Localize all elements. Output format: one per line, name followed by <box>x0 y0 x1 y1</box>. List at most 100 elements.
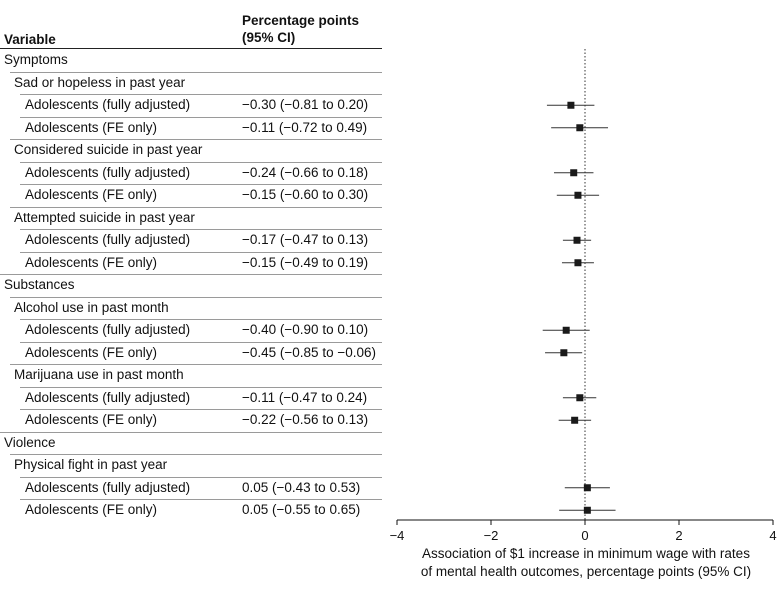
row-label: Adolescents (FE only) <box>25 502 158 517</box>
section-row: Violence <box>0 432 382 455</box>
point-marker <box>574 259 582 267</box>
x-tick-label: −2 <box>484 528 499 543</box>
row-label: Considered suicide in past year <box>14 142 203 157</box>
row-divider <box>10 454 382 455</box>
row-divider <box>20 229 382 230</box>
row-divider <box>10 139 382 140</box>
row-label: Substances <box>4 277 75 292</box>
table-row: Adolescents (fully adjusted) −0.24 (−0.66… <box>0 162 382 185</box>
table-row: Adolescents (FE only) −0.15 (−0.49 to 0.1… <box>0 252 382 275</box>
row-label: Marijuana use in past month <box>14 367 184 382</box>
x-axis-title: Association of $1 increase in minimum wa… <box>398 545 774 581</box>
row-divider <box>20 251 382 253</box>
table-row: Adolescents (FE only) −0.45 (−0.85 to −0.… <box>0 342 382 365</box>
table-row: Adolescents (fully adjusted) −0.40 (−0.90… <box>0 319 382 342</box>
x-tick-label: 4 <box>769 528 776 543</box>
row-estimate: −0.45 (−0.85 to −0.06) <box>242 344 376 360</box>
x-axis-title-line1: Association of $1 increase in minimum wa… <box>422 546 750 561</box>
row-divider <box>20 409 382 410</box>
point-marker <box>571 416 579 424</box>
point-marker <box>574 191 582 199</box>
point-marker <box>583 506 591 514</box>
column-header-estimate-line2: (95% CI) <box>242 30 296 45</box>
row-divider <box>20 386 382 388</box>
row-estimate: 0.05 (−0.55 to 0.65) <box>242 502 361 517</box>
row-estimate: 0.05 (−0.43 to 0.53) <box>242 479 361 495</box>
row-estimate: −0.22 (−0.56 to 0.13) <box>242 412 369 427</box>
row-label: Symptoms <box>4 52 68 67</box>
row-estimate: −0.30 (−0.81 to 0.20) <box>242 97 369 112</box>
row-divider <box>20 476 382 478</box>
row-divider <box>20 161 382 163</box>
outcome-row: Alcohol use in past month <box>0 297 382 320</box>
point-marker <box>576 124 584 132</box>
row-label: Adolescents (FE only) <box>25 119 158 135</box>
row-divider <box>20 116 382 118</box>
row-estimate: −0.11 (−0.47 to 0.24) <box>242 389 368 405</box>
row-estimate: −0.17 (−0.47 to 0.13) <box>242 232 369 247</box>
section-row: Substances <box>0 274 382 297</box>
row-label: Violence <box>4 434 56 450</box>
x-tick-label: −4 <box>390 528 405 543</box>
table-row: Adolescents (fully adjusted) −0.11 (−0.47… <box>0 387 382 410</box>
column-header-estimate-line1: Percentage points <box>242 13 360 28</box>
column-header-variable: Variable <box>4 32 56 47</box>
row-label: Adolescents (FE only) <box>25 344 158 360</box>
row-divider <box>0 431 382 433</box>
row-label: Adolescents (FE only) <box>25 187 158 202</box>
table-row: Adolescents (fully adjusted) −0.30 (−0.81… <box>0 94 382 117</box>
outcome-row: Sad or hopeless in past year <box>0 72 382 95</box>
row-label: Adolescents (fully adjusted) <box>25 322 191 337</box>
point-marker <box>567 101 575 109</box>
row-divider <box>20 94 382 95</box>
column-header-estimate: Percentage points (95% CI) <box>242 12 359 46</box>
row-estimate: −0.15 (−0.60 to 0.30) <box>242 187 369 202</box>
point-marker <box>570 169 578 177</box>
row-label: Adolescents (fully adjusted) <box>25 479 191 495</box>
table-row: Adolescents (FE only) −0.11 (−0.72 to 0.4… <box>0 117 382 140</box>
point-marker <box>583 484 591 492</box>
x-axis-title-line2: of mental health outcomes, percentage po… <box>420 564 752 579</box>
table-row: Adolescents (FE only) −0.22 (−0.56 to 0.1… <box>0 409 382 432</box>
row-divider <box>10 364 382 365</box>
x-tick-label: 2 <box>675 528 682 543</box>
point-marker <box>560 349 568 357</box>
row-divider <box>20 184 382 185</box>
table-row: Adolescents (fully adjusted) −0.17 (−0.47… <box>0 229 382 252</box>
row-estimate: −0.40 (−0.90 to 0.10) <box>242 322 369 337</box>
section-row: Symptoms <box>0 49 382 72</box>
row-divider <box>10 206 382 208</box>
header-rule <box>0 48 382 49</box>
row-label: Adolescents (fully adjusted) <box>25 164 191 180</box>
row-label: Adolescents (FE only) <box>25 412 158 427</box>
row-label: Sad or hopeless in past year <box>14 74 186 90</box>
row-divider <box>10 71 382 73</box>
point-marker <box>573 236 581 244</box>
table-row: Adolescents (FE only) 0.05 (−0.55 to 0.65… <box>0 499 382 522</box>
point-marker <box>576 394 584 402</box>
row-estimate: −0.15 (−0.49 to 0.19) <box>242 254 369 270</box>
outcome-row: Attempted suicide in past year <box>0 207 382 230</box>
table-row: Adolescents (fully adjusted) 0.05 (−0.43 … <box>0 477 382 500</box>
row-label: Adolescents (fully adjusted) <box>25 232 191 247</box>
table-row: Adolescents (FE only) −0.15 (−0.60 to 0.3… <box>0 184 382 207</box>
row-label: Adolescents (FE only) <box>25 254 158 270</box>
row-divider <box>20 341 382 343</box>
row-label: Attempted suicide in past year <box>14 209 195 225</box>
x-tick-label: 0 <box>581 528 588 543</box>
row-divider <box>20 319 382 320</box>
row-divider <box>20 499 382 500</box>
point-marker <box>562 326 570 334</box>
outcome-row: Physical fight in past year <box>0 454 382 477</box>
outcome-row: Marijuana use in past month <box>0 364 382 387</box>
row-label: Adolescents (fully adjusted) <box>25 389 191 405</box>
row-estimate: −0.24 (−0.66 to 0.18) <box>242 164 369 180</box>
row-label: Physical fight in past year <box>14 457 168 472</box>
row-divider <box>0 274 382 275</box>
row-divider <box>10 296 382 298</box>
row-label: Adolescents (fully adjusted) <box>25 97 191 112</box>
outcome-row: Considered suicide in past year <box>0 139 382 162</box>
row-label: Alcohol use in past month <box>14 299 169 315</box>
row-estimate: −0.11 (−0.72 to 0.49) <box>242 119 368 135</box>
